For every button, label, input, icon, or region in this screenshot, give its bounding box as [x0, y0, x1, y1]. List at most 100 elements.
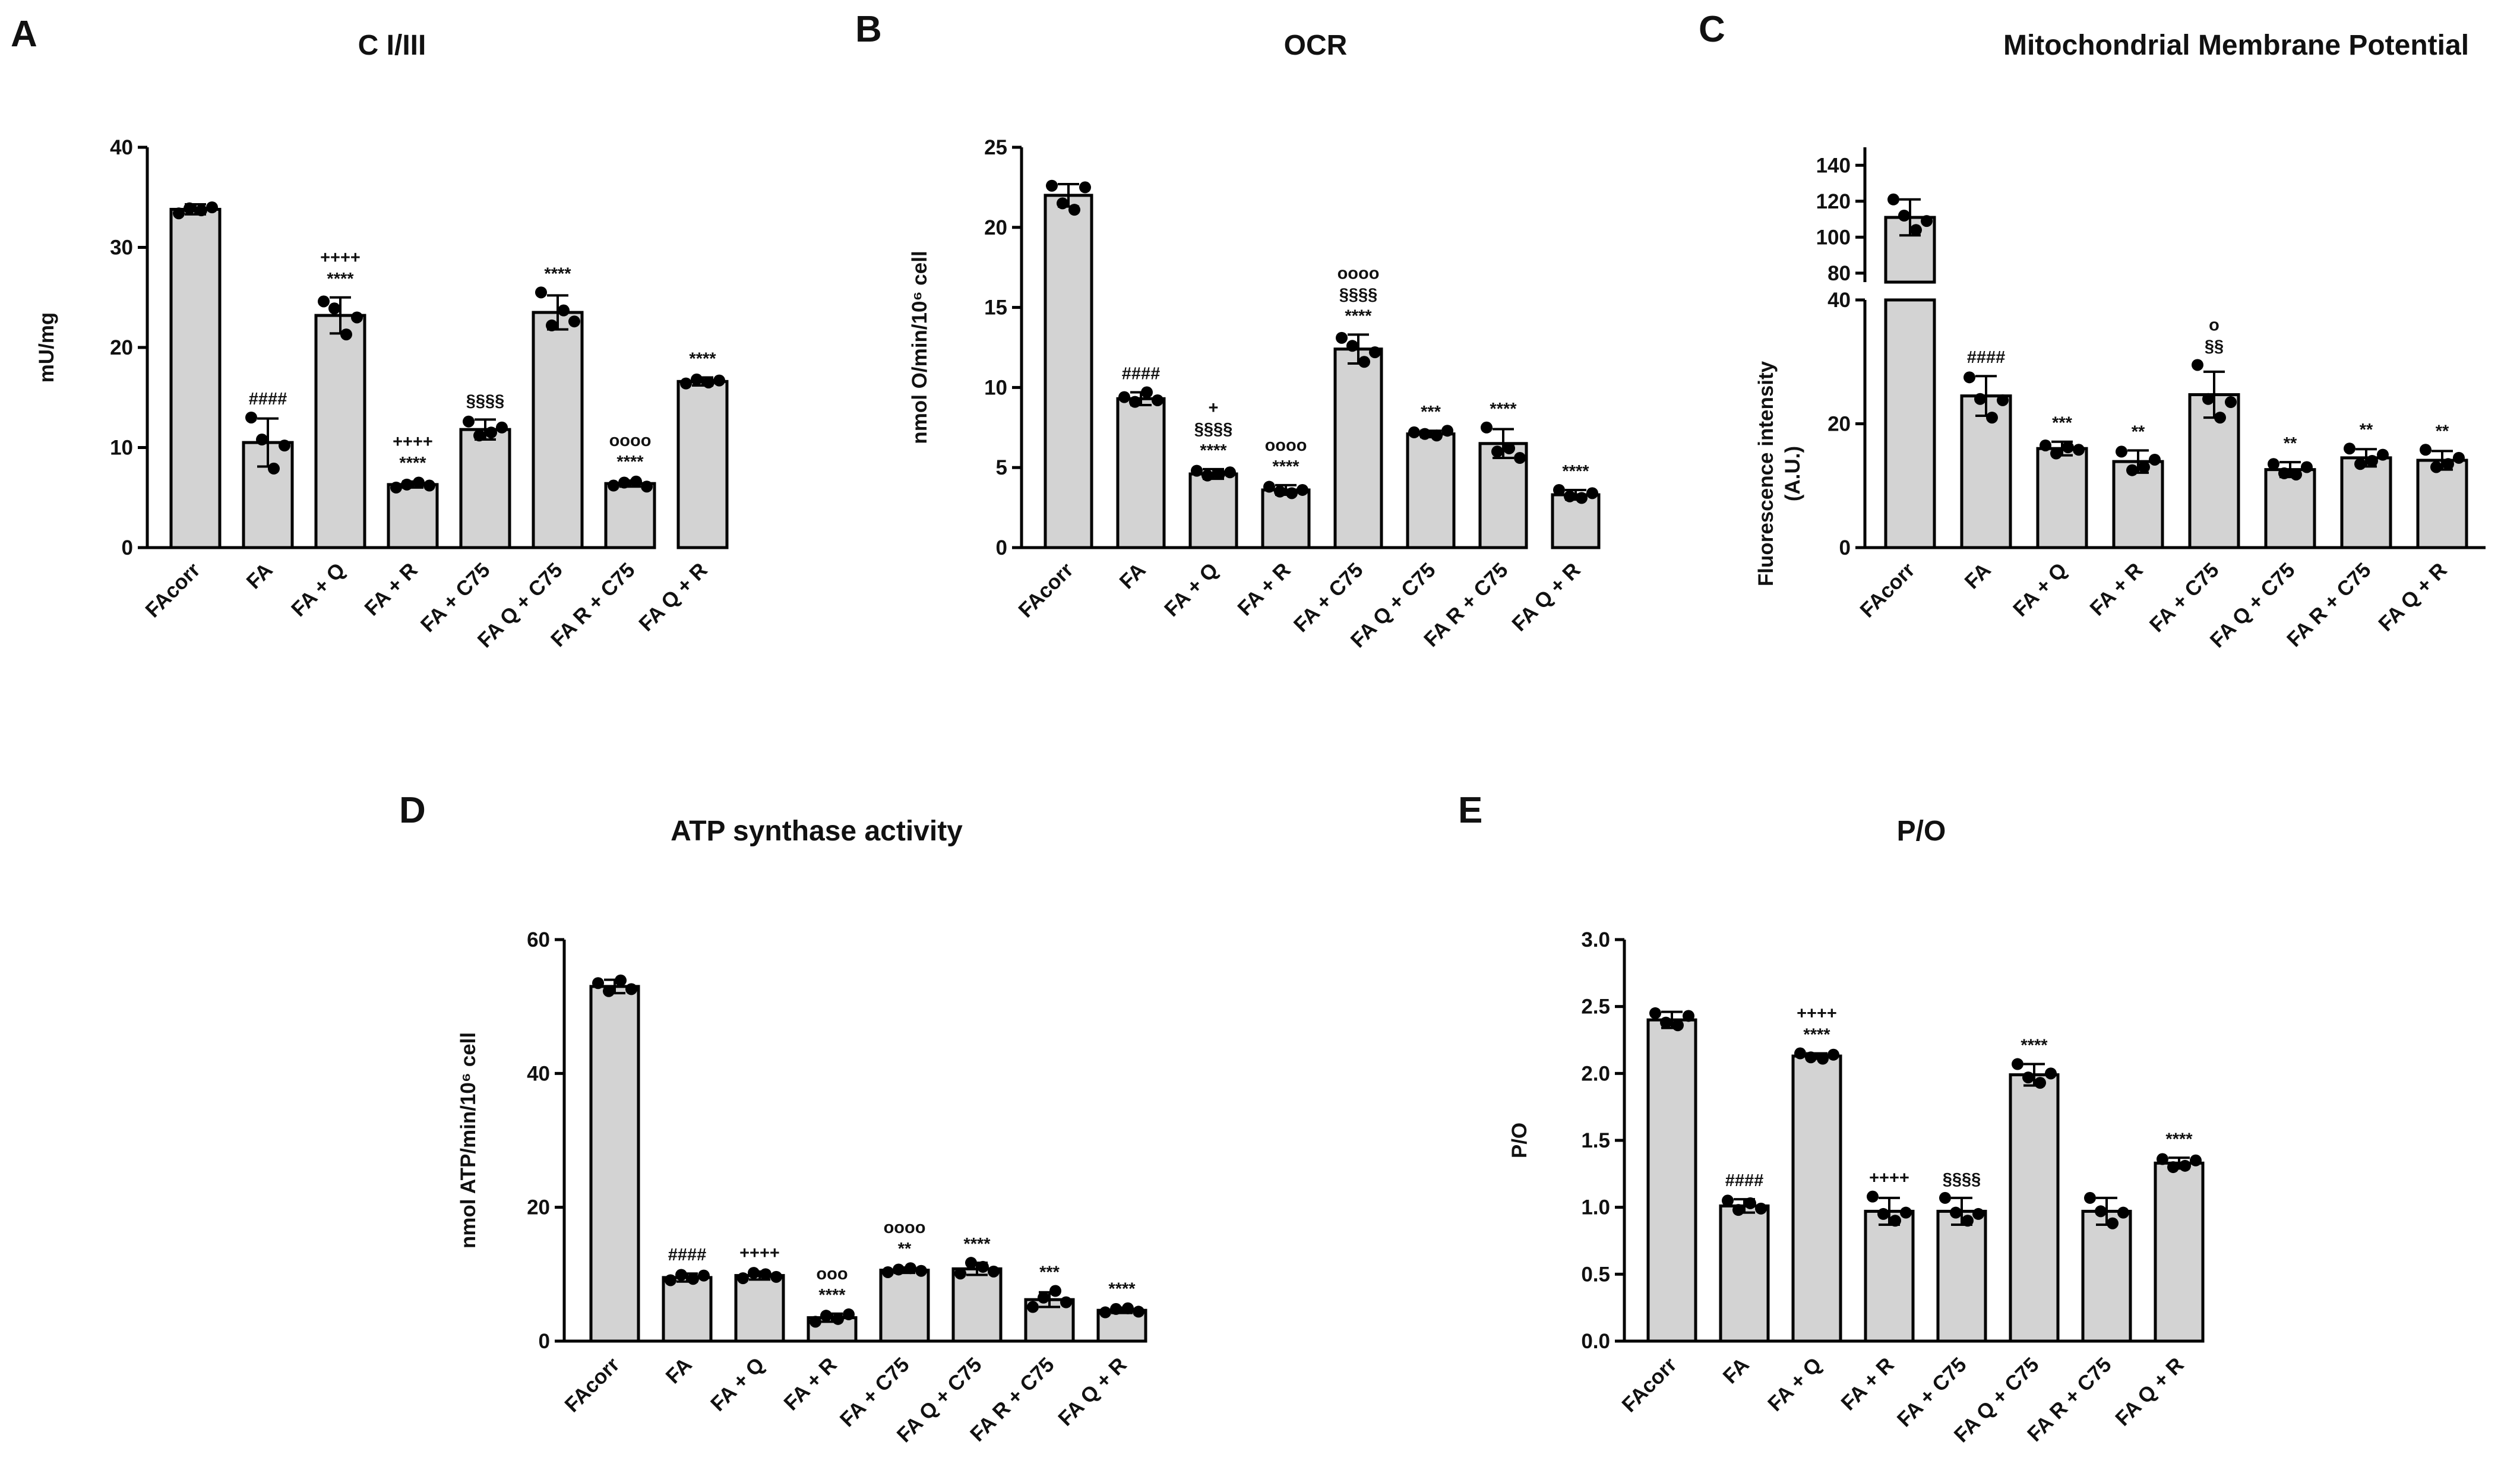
panel-a-data-point	[496, 421, 508, 434]
panel-a-data-point	[641, 480, 653, 493]
panel-c-data-point	[2192, 359, 2203, 371]
panel-e-data-point	[2022, 1071, 2034, 1084]
panel-e-significance-label: §§§§	[1943, 1170, 1981, 1189]
panel-e-data-point	[2095, 1205, 2107, 1218]
panel-a-data-point	[680, 377, 692, 390]
panel-c-data-point	[1974, 393, 1986, 405]
panel-e-data-point	[1867, 1190, 1879, 1203]
panel-c-data-point	[2202, 393, 2214, 405]
panel-a-data-point	[413, 476, 425, 489]
panel-a-data-point	[535, 286, 547, 299]
panel-c-data-point	[2344, 442, 2355, 455]
panel-e-bar	[1646, 1018, 1697, 1343]
panel-d-bar	[879, 1269, 930, 1343]
panel-a-y-label: mU/mg	[35, 312, 58, 383]
panel-d-data-point	[843, 1308, 855, 1320]
panel-d-category-label: FA Q + R	[1054, 1353, 1131, 1430]
panel-b-bar	[1261, 488, 1311, 549]
panel-c-significance-label: §§	[2205, 337, 2224, 356]
panel-e-significance-label: ++++	[1797, 1004, 1837, 1023]
panel-b-data-point	[1369, 346, 1381, 359]
panel-a-data-point	[173, 207, 185, 220]
panel-d-bar	[734, 1274, 785, 1343]
panel-a-bar	[387, 483, 439, 549]
panel-a-significance-label: oooo	[609, 431, 652, 450]
panel-b-significance-label: ####	[1122, 364, 1161, 383]
panel-b-data-point	[1274, 485, 1286, 498]
panel-d-bar	[589, 985, 640, 1343]
panel-c-y-tick-label: 0	[1839, 536, 1851, 559]
panel-c-significance-label: ####	[1967, 348, 2006, 367]
panel-d-significance-label: **	[898, 1240, 912, 1259]
panel-a-data-point	[351, 311, 363, 324]
panel-e-letter: E	[1458, 790, 1482, 831]
panel-e-significance-label: ****	[2165, 1130, 2193, 1149]
panel-e-data-point	[1744, 1197, 1756, 1209]
panel-b-category-label: FAcorr	[1014, 558, 1078, 622]
panel-a-data-point	[268, 462, 280, 475]
panel-a-data-point	[195, 204, 207, 217]
panel-a-data-point	[691, 373, 703, 385]
panel-b-significance-label: ****	[1200, 441, 1227, 460]
panel-b-data-point	[1191, 464, 1203, 477]
panel-b-title: OCR	[1284, 30, 1348, 61]
panel-c-bar	[2264, 468, 2316, 549]
panel-b-category-label: FA	[1115, 558, 1150, 593]
panel-a-y-tick-label: 40	[110, 136, 133, 159]
panel-e-data-point	[1877, 1207, 1889, 1220]
panel-b-significance-label: ****	[1490, 400, 1517, 419]
panel-b-data-point	[1503, 442, 1515, 454]
panel-c-data-point	[2420, 444, 2432, 456]
panel-c-bar	[2036, 447, 2088, 549]
panel-e-data-point	[1672, 1019, 1684, 1032]
panel-c-category-label: FA + C75	[2145, 558, 2224, 637]
panel-c-bar	[1960, 394, 2012, 549]
panel-d-data-point	[905, 1262, 916, 1275]
panel-e-category-label: FA	[1718, 1353, 1753, 1388]
panel-e-data-point	[1972, 1207, 1984, 1220]
panel-c-bar	[2416, 459, 2468, 549]
panel-a-category-label: FA + C75	[416, 558, 495, 637]
panel-d-data-point	[1110, 1303, 1122, 1315]
panel-a-bar	[676, 380, 729, 549]
panel-d-title: ATP synthase activity	[671, 815, 963, 847]
panel-a-data-point	[558, 304, 570, 317]
panel-b-bar	[1044, 194, 1093, 549]
panel-e-significance-label: ++++	[1869, 1169, 1909, 1188]
panel-e-y-tick-label: 0.0	[1581, 1330, 1610, 1353]
panel-a-y-tick-label: 0	[122, 536, 133, 559]
panel-d-data-point	[770, 1270, 782, 1283]
panel-c-data-point	[1921, 215, 1933, 227]
panel-e-category-label: FA + R	[1836, 1353, 1898, 1415]
panel-d-category-label: FA + R	[779, 1353, 841, 1415]
panel-a-bar	[169, 207, 222, 549]
panel-b-data-point	[1553, 483, 1565, 496]
panel-d-data-point	[698, 1269, 710, 1282]
panel-b-bar	[1116, 397, 1166, 549]
panel-b-data-point	[1336, 331, 1348, 344]
panel-e-category-label: FA Q + R	[2111, 1353, 2188, 1430]
panel-e-data-point	[1900, 1206, 1912, 1219]
panel-b-data-point	[1564, 490, 1576, 502]
panel-a-bar	[532, 311, 584, 549]
panel-b-data-point	[1213, 467, 1225, 480]
panel-c-data-point	[2290, 468, 2302, 480]
panel-c-data-point	[2062, 441, 2074, 454]
panel-c-significance-label: o	[2209, 315, 2219, 334]
panel-d-y-tick-label: 0	[539, 1330, 550, 1353]
panel-e-data-point	[2157, 1153, 2168, 1165]
panel-d-data-point	[625, 983, 637, 995]
panel-e-data-point	[1649, 1007, 1661, 1019]
panel-a-data-point	[318, 295, 330, 308]
panel-d-data-point	[1049, 1285, 1061, 1297]
panel-d-data-point	[748, 1267, 760, 1279]
panel-c-y-tick-label: 100	[1816, 226, 1851, 249]
panel-a-y-tick-label: 10	[110, 437, 133, 460]
panel-c-data-point	[2278, 467, 2290, 479]
panel-a-category-label: FAcorr	[141, 558, 205, 622]
panel-b-significance-label: oooo	[1338, 264, 1380, 283]
panel-e-category-label: FA + C75	[1893, 1353, 1971, 1431]
panel-a-data-point	[340, 328, 352, 341]
panel-a-category-label: FA + R	[360, 558, 422, 620]
panel-b-data-point	[1224, 466, 1236, 479]
